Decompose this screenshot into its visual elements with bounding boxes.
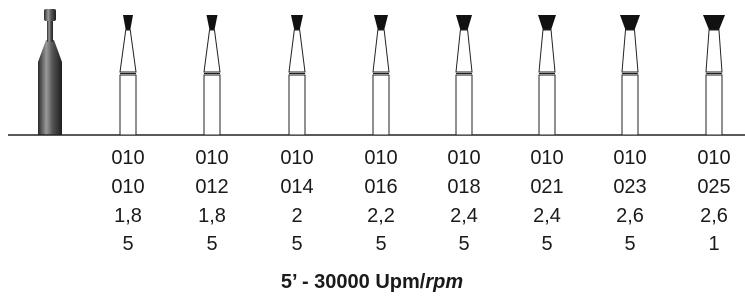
spec-value: 2,6 xyxy=(616,205,644,227)
bur-head xyxy=(456,15,472,30)
spec-value: 2,2 xyxy=(367,205,395,227)
bur-neck xyxy=(539,30,555,72)
spec-value: 025 xyxy=(697,176,730,198)
spec-value: 010 xyxy=(195,147,228,169)
spec-value: 010 xyxy=(530,147,563,169)
spec-value: 5 xyxy=(375,233,386,255)
bur-shank xyxy=(706,75,722,135)
bur-neck xyxy=(622,30,638,72)
bur-shank xyxy=(204,75,220,135)
bur-head xyxy=(291,15,303,30)
bur-neck xyxy=(289,30,305,72)
page: 5’ - 30000 Upm/rpm 010 010 1,8 5 010 012 1,8 5 0… xyxy=(0,0,745,299)
spec-value: 5 xyxy=(291,233,302,255)
bur-head xyxy=(538,15,556,30)
spec-value: 5 xyxy=(206,233,217,255)
spec-value: 010 xyxy=(280,147,313,169)
bur-head xyxy=(620,15,640,30)
spec-value: 010 xyxy=(111,176,144,198)
spec-value: 1,8 xyxy=(198,205,226,227)
bur-shank xyxy=(539,75,555,135)
spec-value: 016 xyxy=(364,176,397,198)
bur-shank xyxy=(120,75,136,135)
bur-shank xyxy=(622,75,638,135)
spec-value: 2,6 xyxy=(700,205,728,227)
bur-photo xyxy=(38,9,62,135)
bur-neck xyxy=(120,30,136,72)
spec-value: 012 xyxy=(195,176,228,198)
spec-value: 021 xyxy=(530,176,563,198)
bur-head xyxy=(207,15,218,30)
spec-value: 018 xyxy=(447,176,480,198)
spec-value: 5 xyxy=(458,233,469,255)
spec-value: 1,8 xyxy=(114,205,142,227)
spec-value: 010 xyxy=(364,147,397,169)
bur-head xyxy=(374,15,388,30)
spec-value: 5 xyxy=(122,233,133,255)
spec-value: 010 xyxy=(697,147,730,169)
speed-note: 5’ - 30000 Upm/rpm xyxy=(281,271,463,293)
bur-shank xyxy=(373,75,389,135)
spec-value: 010 xyxy=(111,147,144,169)
bur-neck xyxy=(204,30,220,72)
bur-neck xyxy=(706,30,722,72)
spec-value: 023 xyxy=(613,176,646,198)
bur-head xyxy=(703,15,725,30)
spec-value: 2,4 xyxy=(533,205,561,227)
spec-value: 5 xyxy=(624,233,635,255)
bur-head xyxy=(123,15,133,30)
spec-value: 2 xyxy=(291,205,302,227)
spec-value: 2,4 xyxy=(450,205,478,227)
spec-value: 010 xyxy=(447,147,480,169)
bur-neck xyxy=(373,30,389,72)
bur-shank xyxy=(456,75,472,135)
bur-neck xyxy=(456,30,472,72)
spec-value: 014 xyxy=(280,176,313,198)
bur-shank xyxy=(289,75,305,135)
spec-value: 1 xyxy=(708,233,719,255)
diagram: 5’ - 30000 Upm/rpm 010 010 1,8 5 010 012 1,8 5 0… xyxy=(0,0,745,299)
spec-value: 5 xyxy=(541,233,552,255)
spec-value: 010 xyxy=(613,147,646,169)
